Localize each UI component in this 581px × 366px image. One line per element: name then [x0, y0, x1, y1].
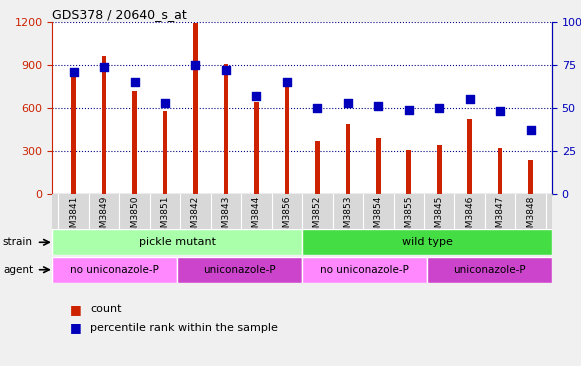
- Point: [99, 64, 109, 70]
- Bar: [224, 64, 228, 194]
- Text: GSM3852: GSM3852: [313, 196, 322, 239]
- Bar: [163, 111, 167, 194]
- Point: [252, 93, 261, 99]
- Text: no uniconazole-P: no uniconazole-P: [320, 265, 409, 275]
- Point: [191, 62, 200, 68]
- Text: GSM3847: GSM3847: [496, 196, 505, 239]
- Text: agent: agent: [3, 265, 33, 275]
- Text: GSM3854: GSM3854: [374, 196, 383, 239]
- Point: [130, 79, 139, 85]
- Text: ■: ■: [70, 321, 81, 334]
- Text: GSM3844: GSM3844: [252, 196, 261, 239]
- Text: GSM3856: GSM3856: [282, 196, 292, 239]
- Bar: [376, 138, 381, 194]
- Point: [374, 103, 383, 109]
- Bar: [528, 160, 533, 194]
- Text: uniconazole-P: uniconazole-P: [453, 265, 526, 275]
- Point: [526, 127, 535, 133]
- Point: [435, 105, 444, 111]
- Bar: [302, 229, 552, 255]
- Text: GSM3855: GSM3855: [404, 196, 413, 239]
- Bar: [52, 229, 302, 255]
- Text: GSM3853: GSM3853: [343, 196, 352, 239]
- Point: [160, 100, 170, 106]
- Bar: [498, 148, 503, 194]
- Point: [313, 105, 322, 111]
- Bar: [52, 257, 177, 283]
- Text: count: count: [90, 304, 121, 314]
- Bar: [177, 257, 302, 283]
- Bar: [346, 124, 350, 194]
- Bar: [193, 23, 198, 194]
- Text: GSM3850: GSM3850: [130, 196, 139, 239]
- Text: GSM3845: GSM3845: [435, 196, 444, 239]
- Point: [221, 67, 231, 73]
- Point: [343, 100, 353, 106]
- Point: [496, 108, 505, 114]
- Text: GDS378 / 20640_s_at: GDS378 / 20640_s_at: [52, 8, 187, 21]
- Bar: [285, 83, 289, 194]
- Bar: [437, 145, 442, 194]
- Point: [282, 79, 292, 85]
- Text: GSM3849: GSM3849: [99, 196, 109, 239]
- Text: uniconazole-P: uniconazole-P: [203, 265, 276, 275]
- Text: percentile rank within the sample: percentile rank within the sample: [90, 322, 278, 333]
- Bar: [102, 56, 106, 194]
- Bar: [427, 257, 552, 283]
- Text: pickle mutant: pickle mutant: [139, 237, 216, 247]
- Text: no uniconazole-P: no uniconazole-P: [70, 265, 159, 275]
- Bar: [71, 72, 76, 194]
- Text: GSM3842: GSM3842: [191, 196, 200, 239]
- Text: ■: ■: [70, 303, 81, 316]
- Text: GSM3841: GSM3841: [69, 196, 78, 239]
- Bar: [467, 119, 472, 194]
- Point: [404, 107, 414, 113]
- Bar: [254, 102, 259, 194]
- Bar: [315, 141, 320, 194]
- Text: GSM3846: GSM3846: [465, 196, 474, 239]
- Text: GSM3843: GSM3843: [221, 196, 231, 239]
- Text: strain: strain: [3, 237, 33, 247]
- Text: GSM3851: GSM3851: [160, 196, 170, 239]
- Bar: [302, 257, 427, 283]
- Text: wild type: wild type: [401, 237, 453, 247]
- Point: [69, 69, 78, 75]
- Text: GSM3848: GSM3848: [526, 196, 535, 239]
- Point: [465, 97, 474, 102]
- Bar: [407, 150, 411, 194]
- Bar: [132, 91, 137, 194]
